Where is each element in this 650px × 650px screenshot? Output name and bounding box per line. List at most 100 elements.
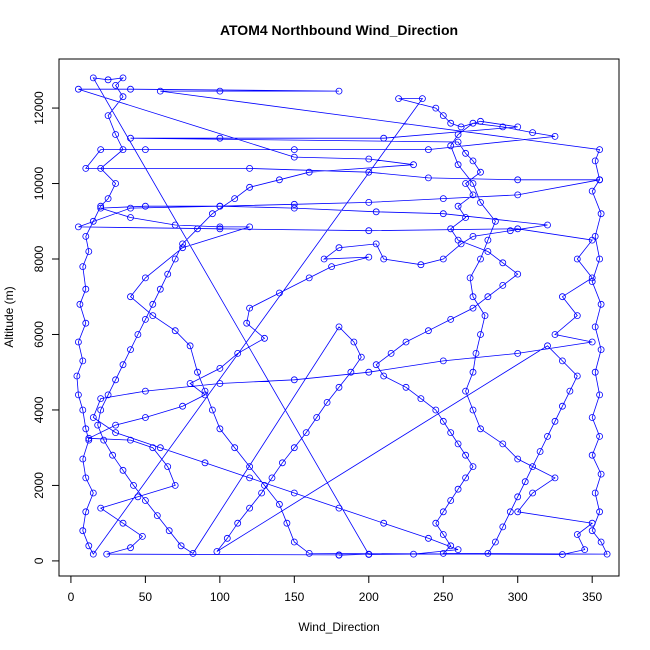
data-point: [454, 161, 462, 169]
data-point: [417, 395, 425, 403]
data-point: [573, 312, 581, 320]
data-point: [189, 550, 197, 557]
data-point: [387, 349, 395, 357]
data-point: [112, 180, 119, 187]
data-point: [529, 463, 536, 471]
data-point: [469, 304, 477, 312]
data-point: [119, 466, 127, 474]
data-point: [127, 544, 134, 552]
data-point: [596, 508, 603, 516]
data-point: [141, 274, 149, 282]
y-axis: 0 2000 4000 6000 8000 10000 12000: [32, 91, 60, 564]
data-point: [454, 440, 462, 448]
data-point: [290, 204, 298, 212]
data-point: [73, 372, 81, 380]
data-point: [477, 331, 484, 338]
data-point: [112, 131, 119, 138]
data-point: [134, 331, 142, 338]
data-point: [506, 227, 514, 235]
data-point: [127, 134, 134, 142]
data-point: [89, 550, 97, 558]
data-point: [469, 368, 477, 376]
data-point: [290, 200, 298, 208]
data-point: [165, 527, 173, 535]
data-point: [491, 217, 499, 225]
data-point: [82, 164, 90, 172]
data-point: [213, 548, 221, 555]
data-point: [395, 95, 403, 102]
data-point: [97, 204, 105, 212]
data-point: [75, 391, 82, 399]
data-point: [596, 391, 603, 399]
data-point: [588, 278, 596, 286]
data-point: [328, 263, 336, 271]
data-point: [347, 368, 355, 376]
x-tick-label: 0: [68, 590, 75, 604]
data-point: [138, 533, 146, 540]
data-point: [258, 489, 266, 497]
y-tick-label: 2000: [32, 472, 46, 499]
data-point: [246, 304, 254, 312]
data-point: [216, 380, 224, 387]
data-point: [514, 123, 522, 131]
data-point: [477, 117, 484, 125]
data-point: [380, 134, 388, 142]
data-point: [591, 368, 599, 376]
data-point: [153, 512, 161, 519]
data-point: [112, 82, 119, 89]
data-point: [156, 285, 164, 293]
data-point: [85, 436, 93, 444]
data-point: [439, 357, 447, 365]
data-point: [529, 489, 536, 497]
data-point: [305, 168, 313, 176]
data-point: [201, 459, 209, 467]
data-point: [127, 346, 134, 354]
data-point: [499, 523, 507, 531]
data-point: [581, 546, 589, 553]
data-point: [588, 187, 596, 195]
data-point: [566, 387, 574, 395]
data-point: [454, 202, 462, 210]
data-point: [208, 406, 216, 414]
data-point: [323, 398, 331, 406]
data-point: [305, 274, 313, 282]
data-point: [127, 85, 134, 93]
y-tick-label: 10000: [32, 167, 46, 201]
data-point: [149, 300, 157, 308]
data-point: [439, 508, 447, 516]
data-point: [85, 248, 93, 255]
data-point: [103, 550, 111, 558]
data-point: [216, 134, 224, 142]
data-point: [462, 180, 470, 187]
data-point: [529, 129, 536, 137]
data-point: [201, 387, 209, 395]
data-point: [171, 481, 179, 489]
data-point: [243, 319, 251, 327]
x-tick-label: 350: [582, 590, 602, 604]
data-point: [305, 550, 313, 557]
data-point: [424, 146, 432, 154]
data-point: [477, 168, 484, 176]
data-point: [246, 463, 254, 471]
x-tick-label: 200: [359, 590, 379, 604]
data-point: [141, 315, 149, 323]
data-point: [82, 319, 90, 327]
data-point: [597, 346, 605, 354]
data-point: [514, 455, 522, 463]
data-point: [544, 342, 551, 350]
data-point: [194, 225, 201, 233]
data-point: [246, 223, 254, 231]
data-point: [588, 338, 596, 346]
data-point: [290, 376, 298, 384]
data-point: [79, 357, 87, 365]
data-point: [432, 519, 440, 527]
data-point: [79, 455, 87, 463]
data-point: [164, 463, 172, 471]
data-point: [573, 372, 581, 380]
data-point: [380, 519, 388, 527]
data-point: [447, 315, 455, 323]
data-point: [89, 489, 97, 497]
data-point: [109, 451, 116, 459]
data-point: [100, 436, 108, 444]
data-point: [597, 470, 605, 478]
